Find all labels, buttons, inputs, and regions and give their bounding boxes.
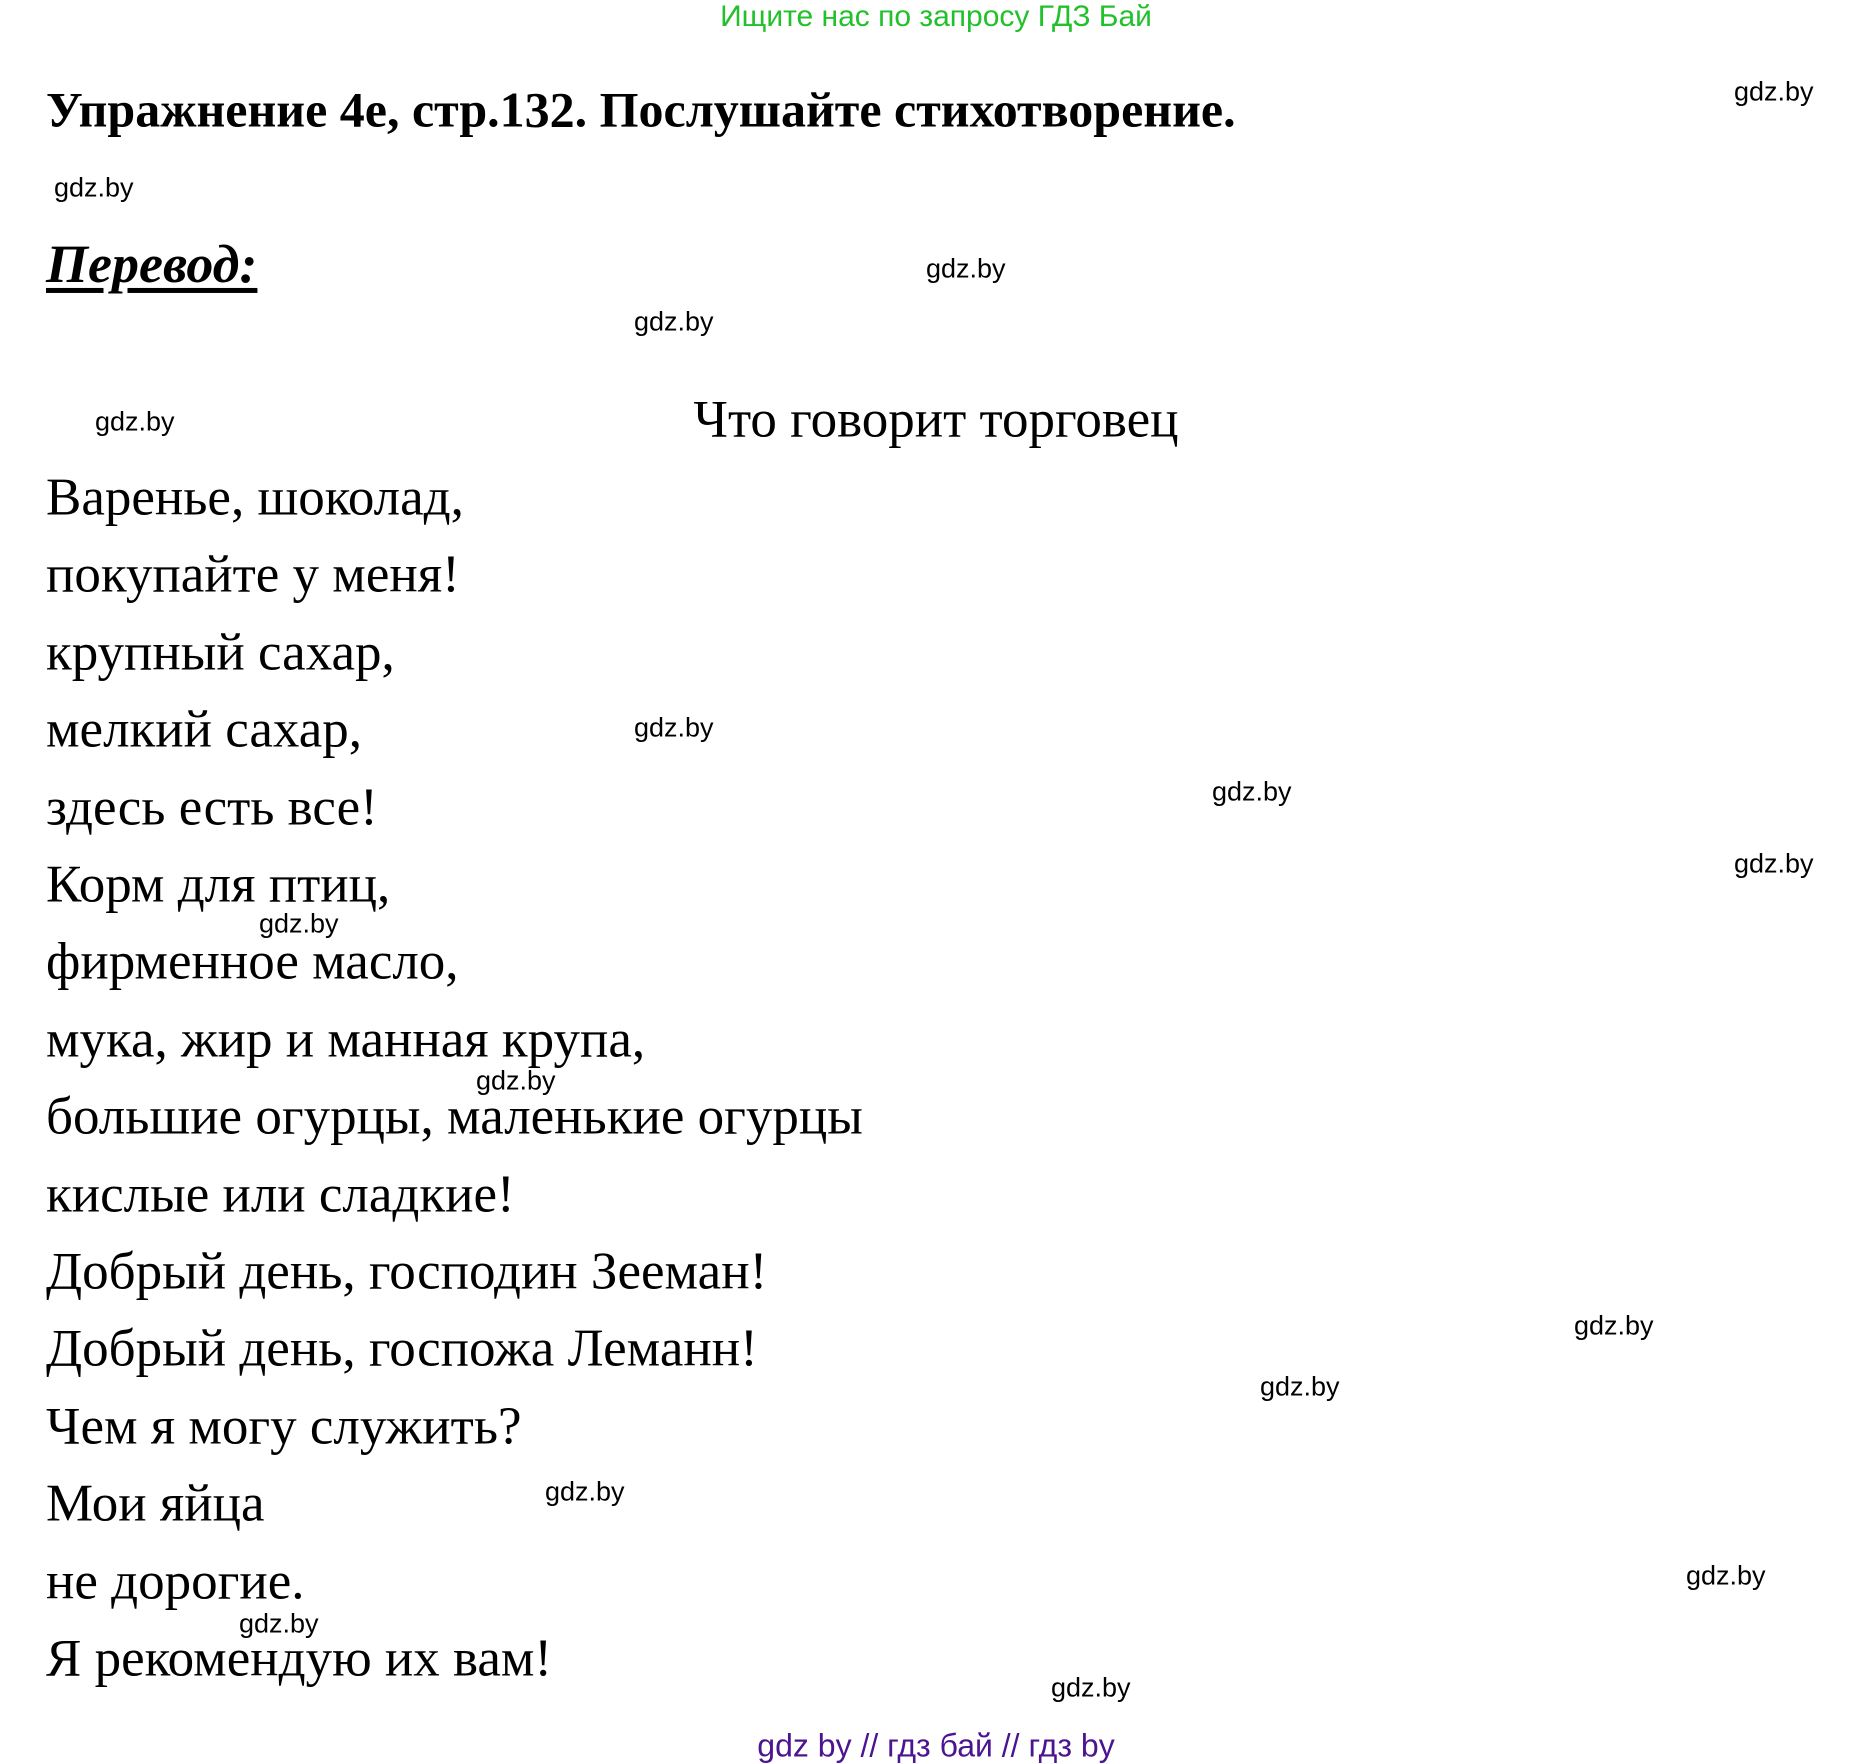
- watermark: gdz.by: [1734, 848, 1814, 879]
- watermark: gdz.by: [1734, 76, 1814, 107]
- poem-line: фирменное масло,: [46, 932, 459, 991]
- watermark: gdz.by: [1051, 1672, 1131, 1703]
- poem-line: Добрый день, господин Зееман!: [46, 1242, 768, 1301]
- poem-line: крупный сахар,: [46, 623, 395, 682]
- footer-links: gdz by // гдз бай // гдз by: [757, 1727, 1115, 1764]
- watermark: gdz.by: [239, 1608, 319, 1639]
- page-title: Упражнение 4е, стр.132. Послушайте стихо…: [46, 81, 1236, 138]
- poem-line: мука, жир и манная крупа,: [46, 1010, 646, 1069]
- poem-line: мелкий сахар,: [46, 700, 363, 759]
- watermark: gdz.by: [476, 1065, 556, 1096]
- watermark: gdz.by: [1260, 1371, 1340, 1402]
- watermark: gdz.by: [54, 172, 134, 203]
- poem-line: большие огурцы, маленькие огурцы: [46, 1087, 863, 1146]
- poem-line: кислые или сладкие!: [46, 1165, 515, 1224]
- watermark: gdz.by: [634, 306, 714, 337]
- watermark: gdz.by: [545, 1476, 625, 1507]
- search-banner: Ищите нас по запросу ГДЗ Бай: [720, 0, 1152, 33]
- poem-line: Добрый день, госпожа Леманн!: [46, 1319, 758, 1378]
- watermark: gdz.by: [634, 712, 714, 743]
- watermark: gdz.by: [1212, 776, 1292, 807]
- watermark: gdz.by: [1686, 1560, 1766, 1591]
- watermark: gdz.by: [1574, 1310, 1654, 1341]
- poem-line: не дорогие.: [46, 1552, 305, 1611]
- translation-heading: Перевод:: [46, 233, 258, 294]
- poem-line: покупайте у меня!: [46, 545, 460, 604]
- poem-line: Чем я могу служить?: [46, 1397, 522, 1456]
- poem-line: Корм для птиц,: [46, 855, 391, 914]
- watermark: gdz.by: [259, 908, 339, 939]
- watermark: gdz.by: [926, 253, 1006, 284]
- poem-line: Мои яйца: [46, 1474, 265, 1533]
- poem-line: Варенье, шоколад,: [46, 468, 464, 527]
- watermark: gdz.by: [95, 406, 175, 437]
- poem-line: здесь есть все!: [46, 778, 378, 837]
- poem-title: Что говорит торговец: [693, 390, 1179, 449]
- poem-line: Я рекомендую их вам!: [46, 1629, 553, 1688]
